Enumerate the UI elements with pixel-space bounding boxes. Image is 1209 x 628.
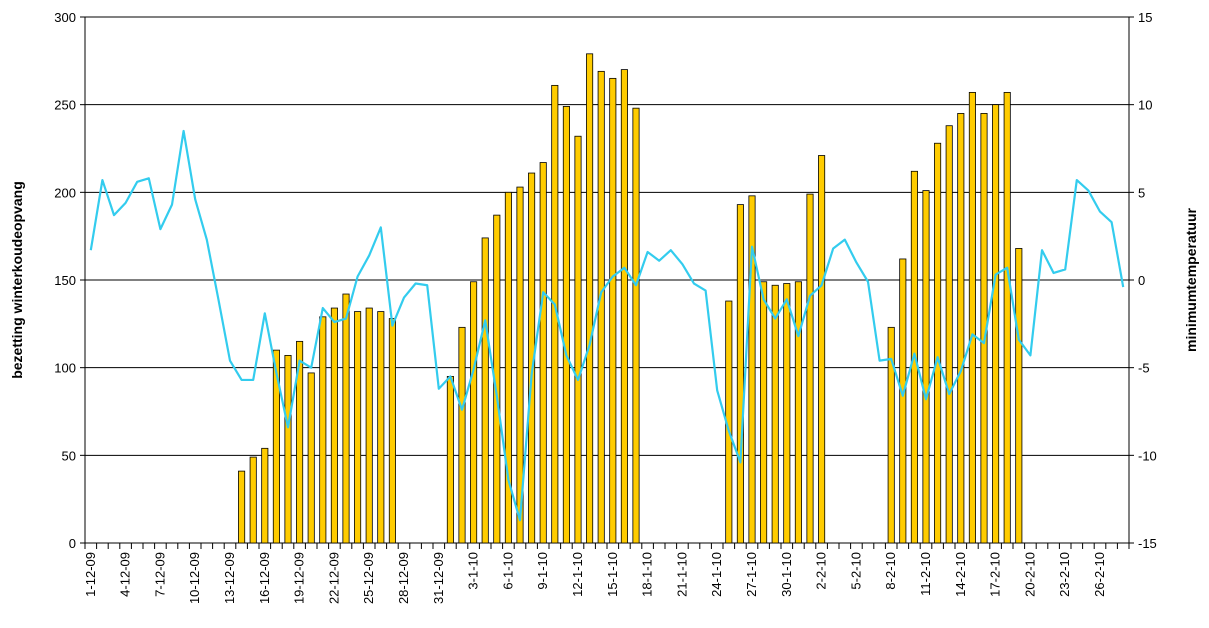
x-tick-label: 20-2-10 <box>1022 552 1037 597</box>
bar <box>934 142 942 544</box>
bar <box>760 281 768 544</box>
bar <box>249 456 257 544</box>
bar <box>574 135 582 544</box>
y-tick-label: 200 <box>54 185 76 200</box>
bar <box>957 113 965 544</box>
x-tick-label: 14-2-10 <box>953 552 968 597</box>
bar <box>783 283 791 544</box>
line <box>89 129 1125 522</box>
y-axis-label: bezetting winterkoudeopvang <box>9 181 25 379</box>
x-tick-label: 1-12-09 <box>83 552 98 597</box>
bar <box>736 204 744 544</box>
x-tick-label: 21-1-10 <box>674 552 689 597</box>
bar <box>319 316 327 544</box>
x-tick-label: 30-1-10 <box>779 552 794 597</box>
x-tick-label: 3-1-10 <box>466 552 481 590</box>
x-tick-label: 4-12-09 <box>118 552 133 597</box>
x-tick-label: 8-2-10 <box>883 552 898 590</box>
x-tick-label: 27-1-10 <box>744 552 759 597</box>
y-tick-label: 150 <box>54 273 76 288</box>
y2-tick-label: -10 <box>1138 448 1157 463</box>
bar <box>365 307 373 544</box>
y2-tick-label: -5 <box>1138 361 1150 376</box>
x-tick-label: 13-12-09 <box>222 552 237 604</box>
bar <box>945 125 953 544</box>
x-tick-label: 10-12-09 <box>187 552 202 604</box>
y-tick-label: 0 <box>69 536 76 551</box>
bar <box>794 281 802 544</box>
bar <box>504 191 512 544</box>
x-tick-label: 23-2-10 <box>1057 552 1072 597</box>
x-tick-label: 6-1-10 <box>500 552 515 590</box>
bar <box>771 284 779 544</box>
y2-tick-label: 5 <box>1138 185 1145 200</box>
x-tick-label: 28-12-09 <box>396 552 411 604</box>
bar <box>481 237 489 544</box>
bar <box>887 326 895 544</box>
bar <box>238 470 246 544</box>
bar <box>388 318 396 544</box>
x-tick-label: 2-2-10 <box>814 552 829 590</box>
x-tick-label: 15-1-10 <box>605 552 620 597</box>
bar <box>968 91 976 544</box>
bar <box>922 190 930 544</box>
x-tick-label: 12-1-10 <box>570 552 585 597</box>
y2-tick-label: 0 <box>1138 273 1145 288</box>
bar <box>470 281 478 544</box>
bar <box>458 326 466 544</box>
x-tick-label: 18-1-10 <box>640 552 655 597</box>
x-tick-label: 31-12-09 <box>431 552 446 604</box>
x-tick-label: 9-1-10 <box>535 552 550 590</box>
bar <box>992 104 1000 544</box>
x-tick-label: 17-2-10 <box>988 552 1003 597</box>
bar <box>609 77 617 544</box>
bar <box>899 258 907 544</box>
bar <box>516 186 524 544</box>
x-tick-label: 16-12-09 <box>257 552 272 604</box>
x-tick-label: 11-2-10 <box>918 552 933 596</box>
bar <box>342 293 350 544</box>
bar <box>354 311 362 544</box>
bar <box>806 193 814 544</box>
bar <box>307 372 315 544</box>
bar <box>377 311 385 544</box>
bar <box>632 107 640 544</box>
x-tick-label: 26-2-10 <box>1092 552 1107 597</box>
x-tick-label: 19-12-09 <box>292 552 307 604</box>
y2-tick-label: 10 <box>1138 98 1152 113</box>
bar <box>539 162 547 544</box>
x-tick-label: 5-2-10 <box>848 552 863 590</box>
y-tick-label: 250 <box>54 98 76 113</box>
x-tick-label: 22-12-09 <box>326 552 341 604</box>
bar <box>586 53 594 544</box>
bar <box>1003 91 1011 544</box>
y2-axis-label: minimumtemperatuur <box>1183 207 1199 351</box>
bar <box>284 354 292 544</box>
y2-tick-label: 15 <box>1138 10 1152 25</box>
bar <box>296 340 304 544</box>
bar <box>562 106 570 544</box>
bar <box>330 307 338 544</box>
y-tick-label: 300 <box>54 10 76 25</box>
bar <box>748 195 756 544</box>
bar <box>446 376 454 544</box>
bar <box>272 349 280 544</box>
y-tick-label: 50 <box>62 448 76 463</box>
x-tick-label: 24-1-10 <box>709 552 724 597</box>
bar <box>261 447 269 544</box>
y-tick-label: 100 <box>54 361 76 376</box>
x-tick-label: 7-12-09 <box>152 552 167 597</box>
bar <box>818 155 826 544</box>
x-tick-label: 25-12-09 <box>361 552 376 604</box>
bar <box>1015 248 1023 544</box>
y2-tick-label: -15 <box>1138 536 1157 551</box>
bar <box>620 69 628 544</box>
